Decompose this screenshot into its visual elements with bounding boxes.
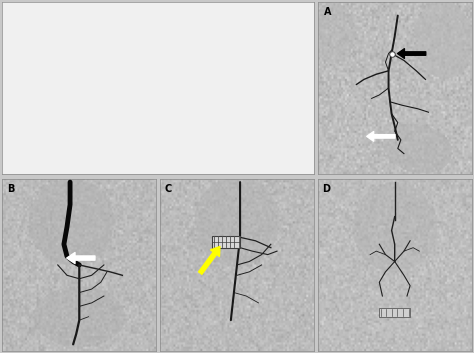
Ellipse shape xyxy=(33,287,126,347)
Text: A: A xyxy=(324,7,331,17)
Text: C: C xyxy=(164,184,172,194)
Ellipse shape xyxy=(415,1,474,78)
Ellipse shape xyxy=(383,124,452,173)
FancyBboxPatch shape xyxy=(379,308,410,317)
Ellipse shape xyxy=(29,179,114,265)
Ellipse shape xyxy=(195,177,279,267)
Ellipse shape xyxy=(352,182,437,272)
Text: B: B xyxy=(7,184,14,194)
Ellipse shape xyxy=(311,2,355,63)
Text: D: D xyxy=(322,184,330,194)
FancyBboxPatch shape xyxy=(212,235,240,248)
